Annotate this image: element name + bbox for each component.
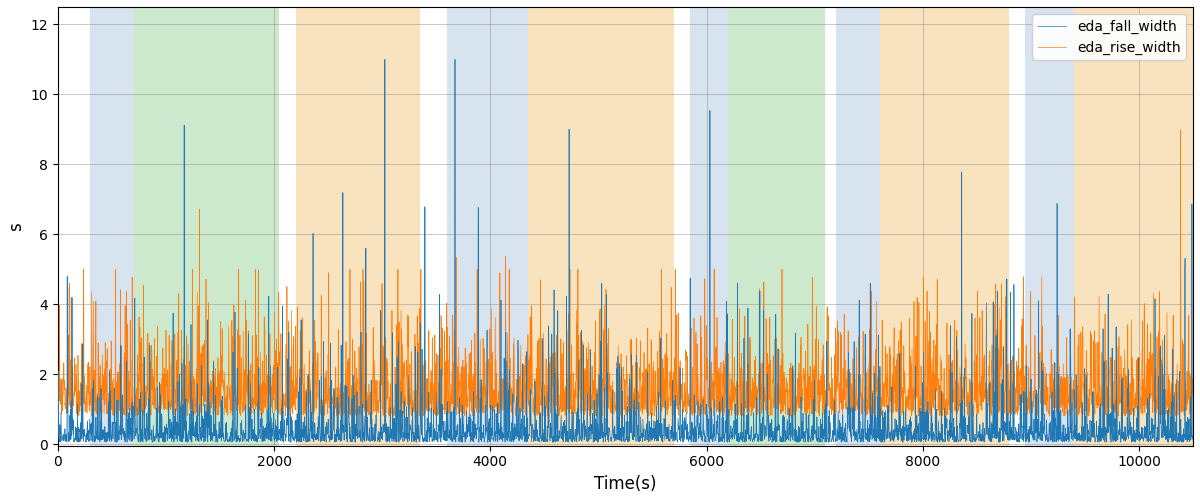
- Line: eda_fall_width: eda_fall_width: [58, 60, 1193, 442]
- eda_rise_width: [1094, 350, 1109, 356]
- Legend: eda_fall_width, eda_rise_width: eda_fall_width, eda_rise_width: [1032, 14, 1186, 60]
- eda_fall_width: [1186, 438, 1200, 444]
- eda_fall_width: [1152, 432, 1166, 438]
- eda_fall_width: [876, 437, 890, 443]
- eda_rise_width: [1174, 127, 1188, 133]
- X-axis label: Time(s): Time(s): [594, 475, 656, 493]
- Y-axis label: s: s: [7, 222, 25, 230]
- Bar: [448, 7, 528, 446]
- eda_rise_width: [876, 385, 890, 391]
- eda_fall_width: [875, 440, 889, 446]
- eda_fall_width: [378, 56, 392, 62]
- eda_rise_width: [590, 412, 605, 418]
- Bar: [836, 7, 880, 446]
- eda_fall_width: [1096, 435, 1110, 441]
- eda_rise_width: [50, 380, 65, 386]
- Bar: [690, 7, 728, 446]
- eda_rise_width: [536, 372, 551, 378]
- Bar: [728, 7, 826, 446]
- Bar: [1074, 7, 1193, 446]
- Bar: [528, 7, 674, 446]
- eda_rise_width: [1151, 328, 1165, 334]
- Bar: [133, 7, 280, 446]
- eda_rise_width: [784, 413, 798, 419]
- eda_fall_width: [536, 434, 551, 440]
- eda_rise_width: [1186, 386, 1200, 392]
- eda_fall_width: [50, 435, 65, 441]
- Bar: [295, 7, 420, 446]
- Line: eda_rise_width: eda_rise_width: [58, 130, 1193, 416]
- eda_rise_width: [528, 376, 542, 382]
- eda_fall_width: [528, 378, 542, 384]
- Bar: [1026, 7, 1074, 446]
- Bar: [90, 7, 133, 446]
- Bar: [880, 7, 1009, 446]
- eda_fall_width: [590, 439, 605, 445]
